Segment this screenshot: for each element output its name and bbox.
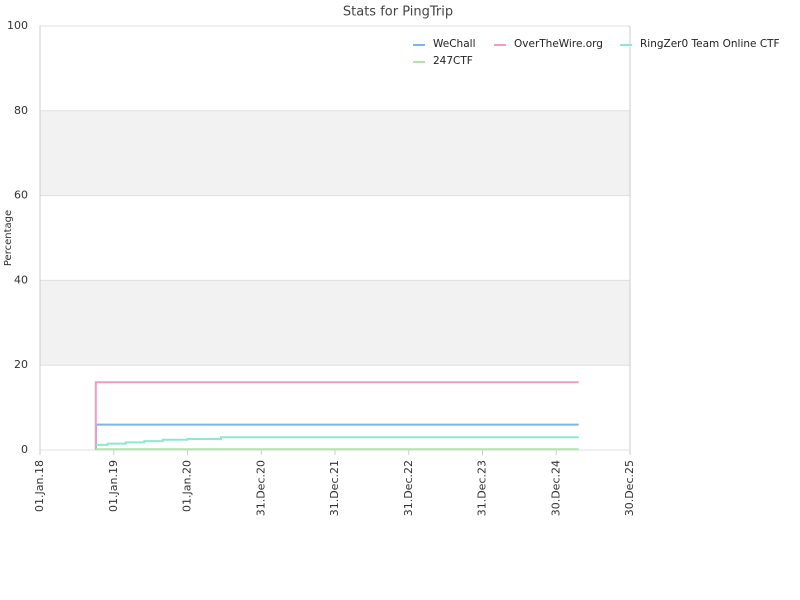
- y-tick-label: 0: [21, 443, 28, 456]
- legend-label: OverTheWire.org: [514, 38, 603, 50]
- plot-band: [40, 110, 630, 196]
- y-tick-label: 20: [14, 358, 28, 371]
- y-axis-label: Percentage: [3, 210, 14, 266]
- x-tick-label: 30.Dec.25: [623, 460, 636, 516]
- y-tick-label: 40: [14, 273, 28, 286]
- x-tick-label: 01.Jan.20: [181, 460, 194, 512]
- y-tick-label: 60: [14, 189, 28, 202]
- x-tick-label: 31.Dec.20: [254, 460, 267, 516]
- legend-label: RingZer0 Team Online CTF: [640, 38, 780, 50]
- x-tick-label: 01.Jan.19: [107, 460, 120, 512]
- x-tick-label: 30.Dec.24: [549, 460, 562, 516]
- x-tick-label: 31.Dec.21: [328, 460, 341, 516]
- legend-label: 247CTF: [433, 55, 473, 67]
- chart-title: Stats for PingTrip: [343, 5, 453, 20]
- legend-label: WeChall: [433, 38, 475, 50]
- x-tick-label: 01.Jan.18: [33, 460, 46, 512]
- plot-band: [40, 280, 630, 366]
- x-tick-label: 31.Dec.23: [476, 460, 489, 516]
- series-line: [96, 436, 579, 446]
- x-tick-label: 31.Dec.22: [402, 460, 415, 516]
- y-tick-label: 80: [14, 104, 28, 117]
- series-line: [94, 381, 579, 450]
- y-tick-label: 100: [7, 19, 28, 32]
